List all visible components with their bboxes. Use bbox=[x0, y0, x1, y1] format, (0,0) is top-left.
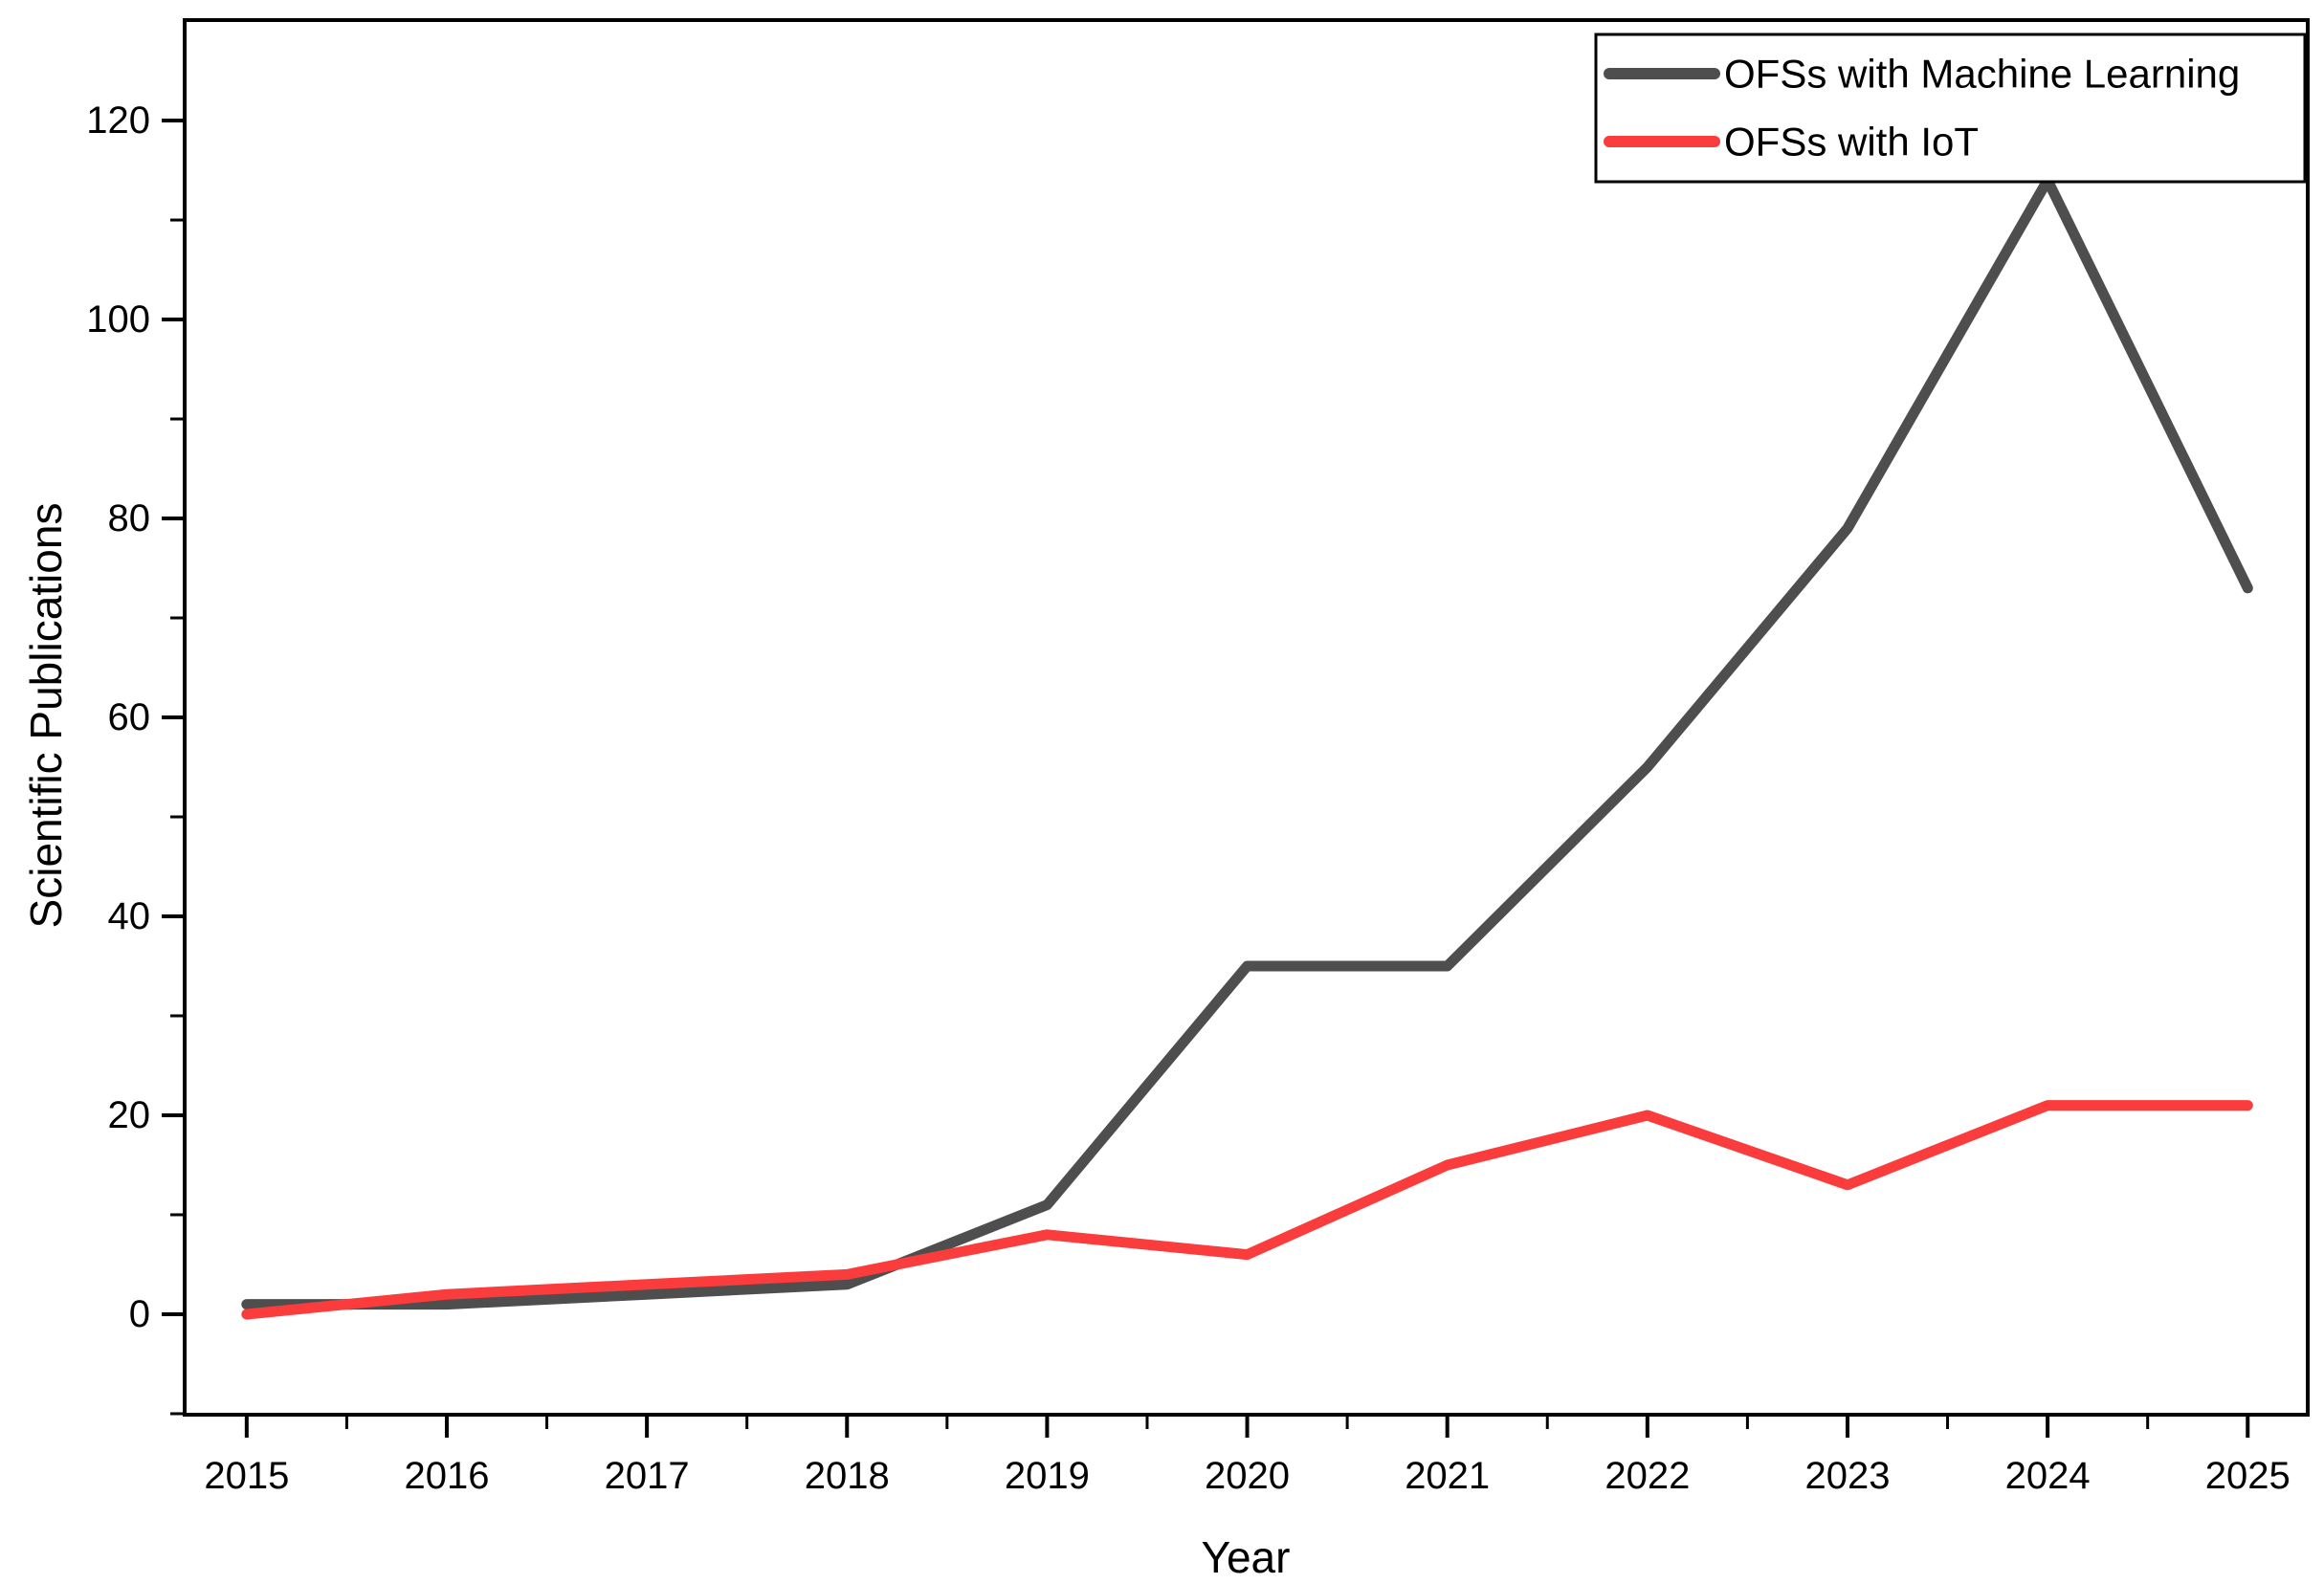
x-tick-label: 2022 bbox=[1605, 1455, 1690, 1497]
y-tick-label: 0 bbox=[129, 1293, 150, 1335]
x-tick-label: 2024 bbox=[2005, 1455, 2091, 1497]
x-tick-label: 2021 bbox=[1405, 1455, 1490, 1497]
x-tick-label: 2025 bbox=[2205, 1455, 2291, 1497]
legend-label-iot: OFSs with IoT bbox=[1724, 120, 1979, 165]
legend: OFSs with Machine Learning OFSs with IoT bbox=[1594, 33, 2307, 184]
y-tick-label: 100 bbox=[86, 298, 150, 341]
plot-border bbox=[183, 18, 2310, 1417]
y-tick-label: 120 bbox=[86, 99, 150, 142]
y-axis-title: Scientific Publications bbox=[21, 503, 71, 929]
x-tick-label: 2019 bbox=[1005, 1455, 1090, 1497]
x-tick-label: 2018 bbox=[805, 1455, 890, 1497]
x-tick-label: 2020 bbox=[1205, 1455, 1290, 1497]
y-tick-label: 40 bbox=[108, 895, 151, 937]
series-line-iot bbox=[241, 1100, 2253, 1320]
legend-box bbox=[1594, 33, 2307, 184]
y-tick-label: 20 bbox=[108, 1094, 151, 1136]
x-axis-title: Year bbox=[1202, 1532, 1291, 1582]
x-tick-label: 2017 bbox=[605, 1455, 690, 1497]
y-tick-label: 60 bbox=[108, 696, 151, 738]
x-tick-label: 2023 bbox=[1804, 1455, 1890, 1497]
series-line-ml bbox=[241, 174, 2253, 1310]
x-tick-label: 2015 bbox=[204, 1455, 289, 1497]
legend-label-ml: OFSs with Machine Learning bbox=[1724, 52, 2240, 97]
y-tick-label: 80 bbox=[108, 497, 151, 539]
x-tick-label: 2016 bbox=[404, 1455, 489, 1497]
